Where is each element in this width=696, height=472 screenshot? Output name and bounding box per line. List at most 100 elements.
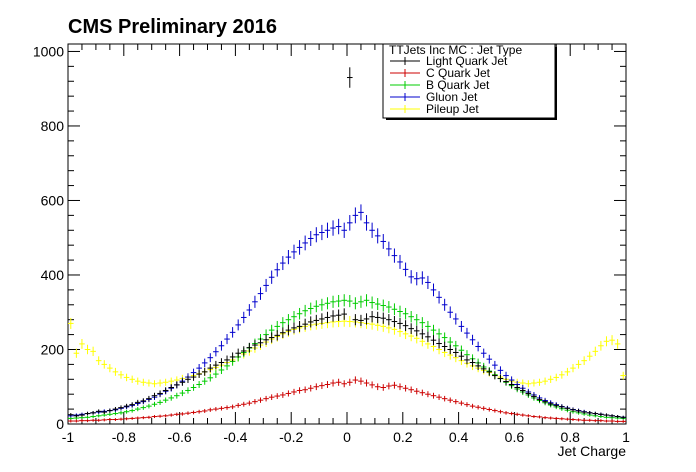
data-point	[609, 335, 615, 346]
data-point	[285, 324, 292, 336]
data-point	[497, 366, 504, 375]
data-point	[335, 218, 342, 235]
data-point	[190, 410, 197, 415]
data-point	[335, 378, 342, 386]
data-point	[413, 314, 420, 326]
data-point	[525, 380, 532, 388]
data-point	[213, 370, 219, 378]
legend-shadow-right	[555, 47, 557, 120]
data-point	[190, 373, 197, 381]
data-point	[559, 404, 565, 410]
data-point	[402, 262, 409, 277]
data-point	[246, 342, 253, 353]
data-point	[151, 380, 158, 388]
data-point	[598, 340, 604, 351]
data-point	[118, 417, 124, 421]
data-point	[123, 409, 130, 414]
series-light-quark-jet	[68, 67, 626, 419]
data-point	[358, 204, 364, 221]
data-point	[240, 346, 247, 356]
x-tick-label: -0.2	[279, 429, 303, 445]
data-point	[419, 389, 426, 396]
data-point	[347, 315, 353, 328]
data-point	[129, 402, 135, 408]
data-point	[185, 375, 191, 383]
data-point	[296, 320, 303, 332]
data-point	[374, 383, 381, 391]
legend-entry: C Quark Jet	[426, 66, 491, 80]
x-tick-label: 0	[343, 429, 351, 445]
data-point	[168, 395, 175, 401]
data-point	[441, 298, 448, 311]
data-point	[319, 313, 325, 325]
data-point	[280, 317, 286, 329]
data-point	[363, 313, 370, 325]
data-point	[330, 295, 336, 308]
data-point	[614, 415, 621, 419]
data-point	[397, 383, 403, 391]
data-point	[168, 413, 175, 417]
data-point	[447, 306, 454, 319]
data-point	[531, 393, 537, 400]
data-point	[614, 419, 621, 423]
data-point	[547, 416, 554, 420]
data-point	[575, 360, 582, 369]
data-point	[207, 374, 214, 382]
data-point	[386, 382, 392, 390]
data-point	[598, 419, 604, 423]
x-tick-label: 0.8	[560, 429, 580, 445]
data-point	[168, 377, 175, 385]
data-point	[497, 374, 504, 383]
data-point	[330, 220, 336, 236]
data-point	[425, 331, 431, 342]
data-point	[146, 415, 152, 419]
data-point	[263, 334, 269, 345]
data-point	[190, 384, 197, 391]
data-point	[380, 234, 387, 249]
data-point	[291, 322, 297, 334]
data-point	[73, 348, 80, 358]
x-tick-label: -0.6	[168, 429, 192, 445]
data-point	[475, 404, 481, 410]
data-point	[146, 395, 152, 402]
data-point	[453, 399, 459, 405]
data-point	[313, 314, 320, 327]
data-point	[324, 222, 331, 238]
data-point	[425, 320, 431, 332]
data-point	[196, 370, 202, 378]
data-point	[553, 416, 560, 420]
data-point	[280, 327, 286, 338]
data-point	[307, 384, 314, 392]
data-point	[335, 294, 342, 308]
data-point	[419, 271, 426, 285]
data-point	[118, 410, 124, 415]
data-point	[235, 403, 241, 408]
series-c-quark-jet	[68, 376, 626, 423]
data-point	[90, 415, 96, 419]
data-point	[68, 419, 74, 423]
data-point	[508, 411, 515, 416]
data-point	[341, 222, 347, 238]
data-point	[430, 283, 437, 297]
data-point	[162, 397, 169, 403]
data-point	[464, 355, 470, 365]
data-point	[140, 405, 147, 410]
data-point	[319, 382, 325, 390]
data-point	[536, 415, 543, 419]
data-point	[592, 411, 599, 416]
data-point	[252, 399, 258, 405]
data-point	[330, 379, 336, 387]
data-point	[319, 224, 325, 241]
data-point	[486, 367, 493, 376]
data-point	[268, 394, 275, 401]
data-point	[213, 360, 219, 370]
data-point	[447, 397, 454, 403]
data-point	[79, 338, 85, 349]
data-point	[218, 406, 225, 411]
data-point	[592, 419, 599, 423]
data-point	[107, 408, 113, 413]
data-point	[90, 346, 96, 357]
data-point	[134, 377, 141, 385]
data-point	[213, 406, 219, 412]
